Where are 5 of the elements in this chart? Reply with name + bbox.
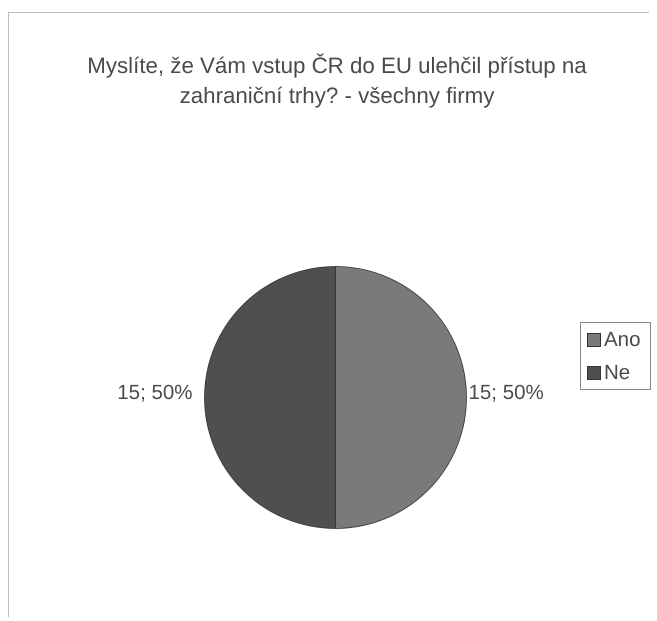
data-label: 15; 50%	[468, 381, 544, 404]
legend-label: Ne	[604, 360, 630, 386]
data-label: 15; 50%	[117, 381, 192, 404]
legend-label: Ano	[604, 327, 640, 353]
chart-title: Myslíte, že Vám vstup ČR do EU ulehčil přístup na zahraniční trhy? - všechny firmy	[86, 52, 588, 110]
